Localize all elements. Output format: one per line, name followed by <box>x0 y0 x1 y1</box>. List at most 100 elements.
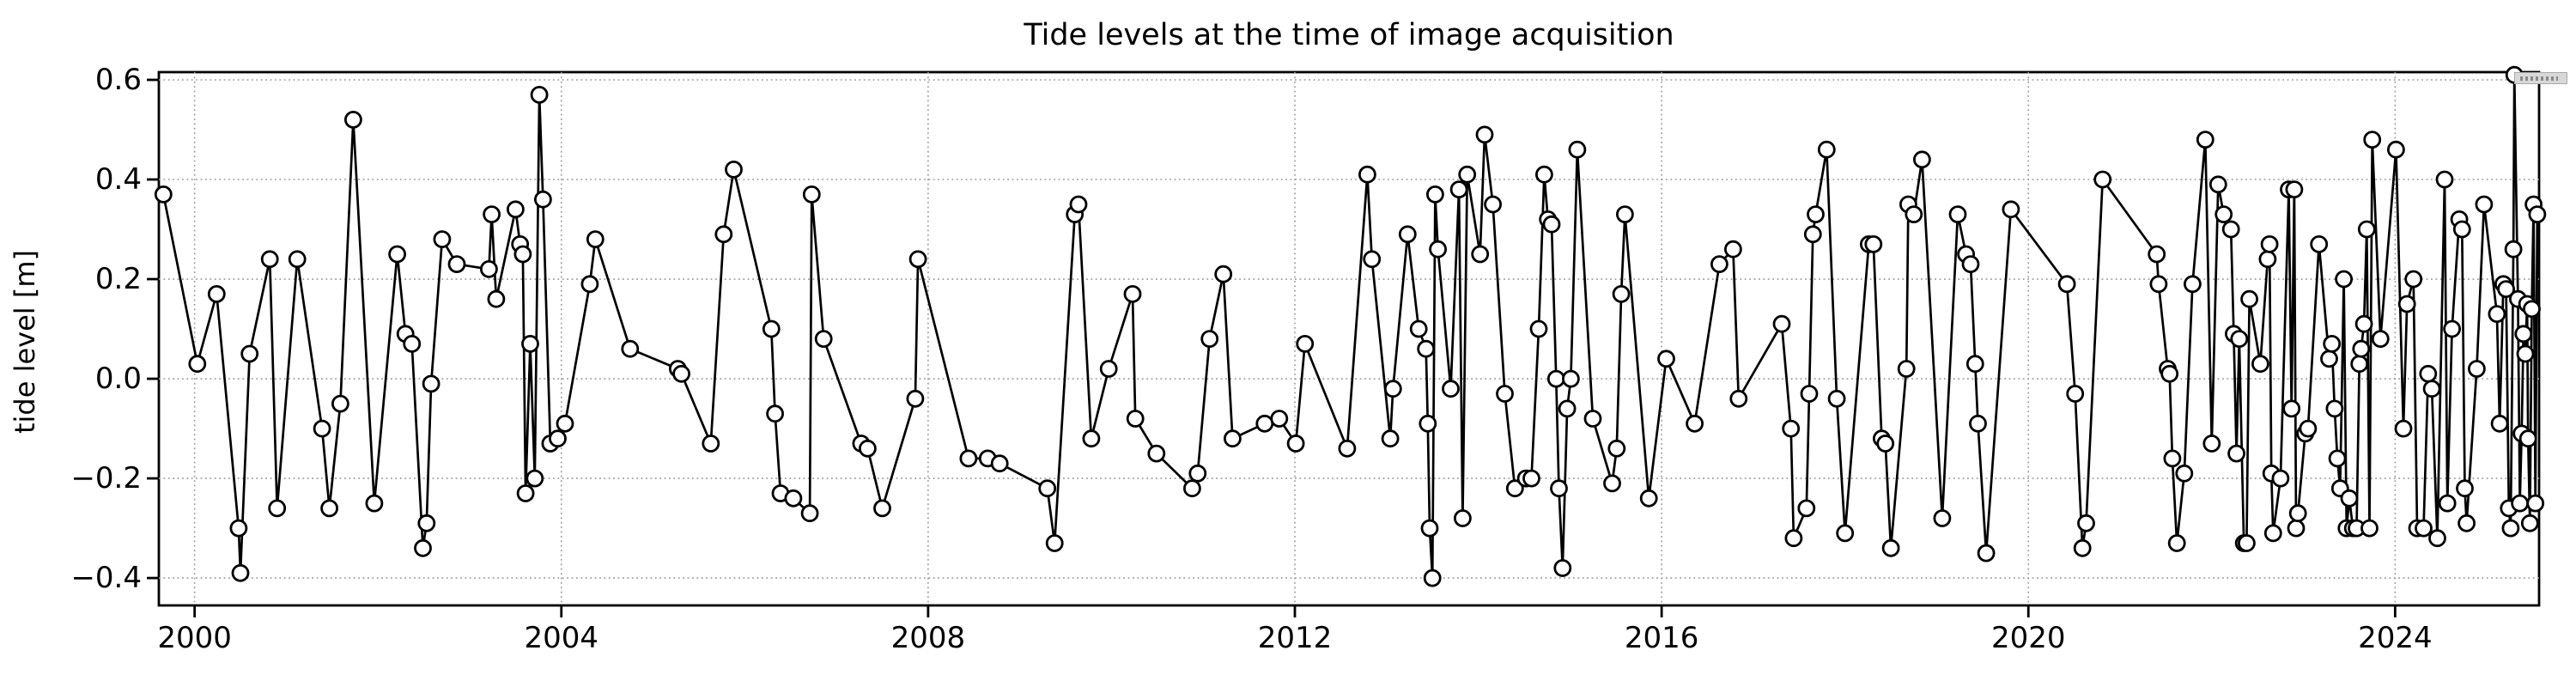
data-point <box>1550 479 1568 498</box>
data-point <box>990 454 1009 473</box>
data-point <box>2428 529 2446 548</box>
data-point <box>549 429 567 448</box>
x-tick-label: 2024 <box>2358 621 2433 655</box>
data-point <box>2497 280 2516 299</box>
data-point <box>2183 275 2202 294</box>
data-point <box>2394 419 2413 438</box>
data-point <box>1338 439 1357 458</box>
data-point <box>1803 225 1822 244</box>
data-point <box>1607 439 1626 458</box>
data-point <box>1471 245 1490 264</box>
data-point <box>1724 240 1742 258</box>
data-point <box>1710 255 1728 274</box>
data-point <box>207 284 226 303</box>
data-point <box>1529 319 1548 338</box>
data-point <box>2282 399 2301 418</box>
data-point <box>1583 410 1602 428</box>
data-point <box>422 374 440 393</box>
data-point <box>2371 330 2390 349</box>
data-point <box>320 499 339 518</box>
data-point <box>2310 234 2329 253</box>
data-point <box>1969 414 1987 433</box>
data-point <box>1612 284 1631 303</box>
y-tick-label: 0.2 <box>95 262 142 296</box>
data-point <box>2149 275 2168 294</box>
data-point <box>1045 534 1064 552</box>
data-point <box>1562 369 1580 388</box>
data-point <box>1496 385 1514 403</box>
data-point <box>2335 270 2354 289</box>
data-point <box>1449 180 1468 199</box>
data-point <box>313 419 331 438</box>
data-point <box>331 394 349 413</box>
data-point <box>2221 220 2240 239</box>
data-point <box>1358 165 1376 184</box>
data-point <box>2160 364 2179 383</box>
data-point <box>1099 360 1118 378</box>
data-point <box>2501 519 2520 538</box>
data-point <box>2528 205 2547 224</box>
data-point <box>2215 205 2233 224</box>
data-point <box>2251 355 2269 374</box>
data-point <box>802 185 821 204</box>
data-point <box>1948 205 1967 224</box>
data-point <box>1807 205 1825 224</box>
data-point <box>800 504 819 523</box>
data-point <box>1383 380 1402 398</box>
data-point <box>1546 369 1565 388</box>
data-point <box>1797 499 1816 518</box>
data-point <box>1568 140 1587 159</box>
data-point <box>1817 140 1836 159</box>
data-point <box>2285 180 2304 199</box>
data-point <box>447 255 466 274</box>
data-point <box>1912 150 1931 169</box>
data-point <box>2357 220 2376 239</box>
data-point <box>516 484 535 502</box>
data-point <box>229 519 248 538</box>
data-point <box>1188 464 1207 483</box>
data-point <box>1881 538 1900 557</box>
data-point <box>154 185 173 204</box>
data-point <box>1505 479 1524 498</box>
data-point <box>1905 205 1923 224</box>
data-point <box>1965 355 1984 374</box>
x-tick-label: 2000 <box>157 621 232 655</box>
data-point <box>240 344 259 363</box>
data-point <box>188 355 207 374</box>
data-point <box>2323 334 2342 353</box>
data-point <box>414 538 432 557</box>
chart-title: Tide levels at the time of image acquisi… <box>1024 18 1674 52</box>
data-point <box>1897 360 1916 378</box>
data-point <box>621 339 640 358</box>
data-point <box>2328 449 2347 468</box>
data-point <box>766 404 784 423</box>
data-point <box>1426 185 1444 204</box>
data-point <box>1419 414 1437 433</box>
data-point <box>1420 519 1439 538</box>
data-point <box>1782 419 1801 438</box>
data-point <box>403 334 422 353</box>
data-point <box>1864 234 1883 253</box>
data-point <box>260 250 279 269</box>
data-point <box>2488 305 2506 324</box>
data-point <box>2397 295 2416 313</box>
data-point <box>231 563 250 582</box>
data-point <box>1398 225 1417 244</box>
data-point <box>2422 380 2441 398</box>
data-point <box>1933 509 1952 527</box>
data-point <box>487 289 506 308</box>
data-point <box>1381 429 1400 448</box>
data-point <box>1038 479 1057 498</box>
data-point <box>1429 240 1447 258</box>
data-point <box>1535 165 1553 184</box>
data-point <box>1363 250 1382 269</box>
data-point <box>1454 509 1472 527</box>
data-point <box>725 160 743 179</box>
data-point <box>1286 435 1305 453</box>
data-point <box>1772 314 1791 333</box>
data-point <box>586 230 605 249</box>
data-point <box>2258 250 2277 269</box>
data-point <box>1123 284 1142 303</box>
data-point <box>513 245 532 264</box>
